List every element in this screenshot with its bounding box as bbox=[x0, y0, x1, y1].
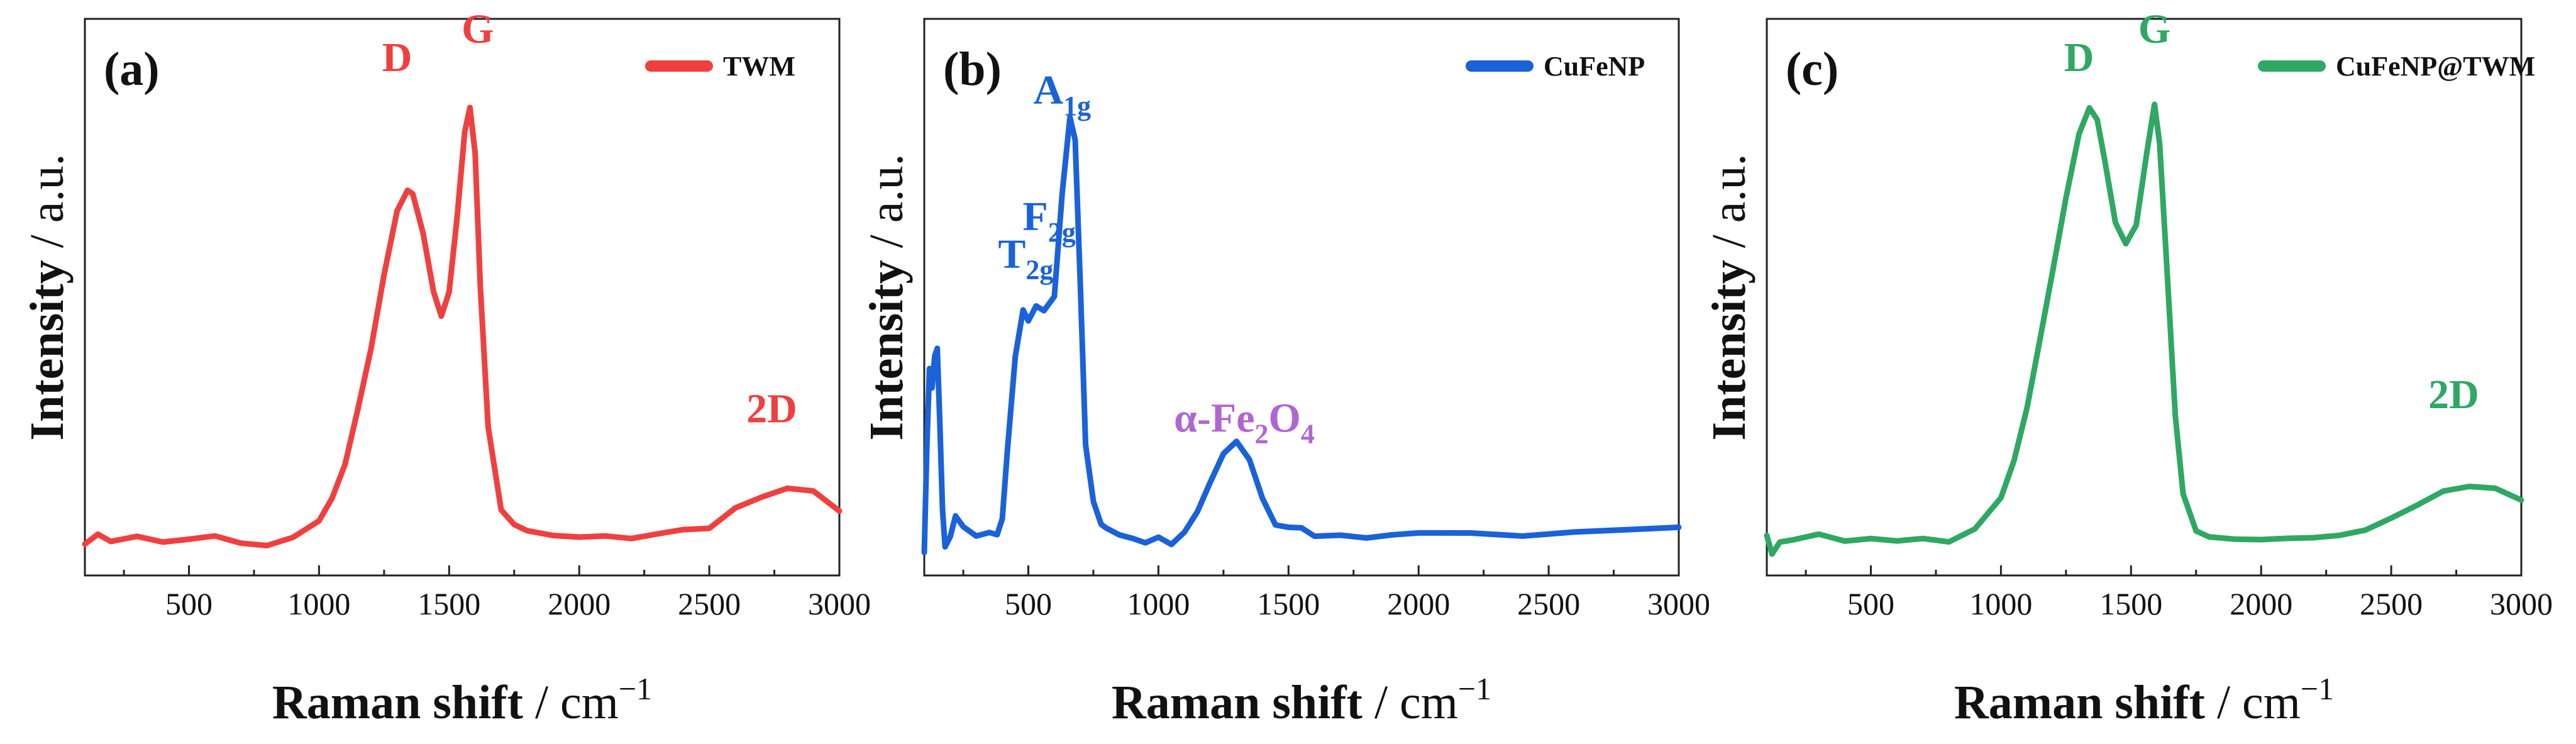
plot-frame bbox=[923, 18, 1680, 577]
y-axis-title: Intensity / a.u. bbox=[1703, 153, 1755, 440]
panel-label: (c) bbox=[1786, 43, 1838, 96]
y-axis-title: Intensity / a.u. bbox=[21, 153, 74, 440]
peak-annotation: D bbox=[2064, 35, 2094, 81]
panel-label: (b) bbox=[943, 43, 1002, 96]
x-axis-title: Raman shift / cm−1 bbox=[272, 671, 652, 729]
x-tick-label: 2000 bbox=[1387, 586, 1450, 621]
y-axis-title: Intensity / a.u. bbox=[860, 153, 913, 440]
series-line bbox=[921, 114, 1682, 555]
x-tick-label: 500 bbox=[1847, 586, 1894, 621]
x-axis-title: Raman shift / cm−1 bbox=[1954, 671, 2334, 729]
plot-frame bbox=[1766, 18, 2523, 577]
panel-c: 500 1000 1500 2000 2500 3000 Raman shift / cm−… bbox=[1703, 6, 2553, 729]
x-tick-label: 2000 bbox=[2230, 586, 2292, 621]
x-tick-label: 3000 bbox=[1647, 586, 1710, 621]
x-tick-label: 2500 bbox=[1517, 586, 1580, 621]
peak-annotation: 2D bbox=[2428, 372, 2479, 418]
x-tick-label: 1000 bbox=[287, 586, 350, 621]
panel-label: (a) bbox=[104, 43, 160, 96]
x-axis-title: Raman shift / cm−1 bbox=[1112, 671, 1491, 729]
peak-annotation: 2D bbox=[746, 386, 797, 432]
x-tick-label: 2500 bbox=[2360, 586, 2423, 621]
x-tick-label: 1500 bbox=[417, 586, 480, 621]
peak-annotation: G bbox=[2138, 6, 2170, 52]
x-tick-label: 1500 bbox=[1257, 586, 1320, 621]
peak-annotation: F2g bbox=[1022, 194, 1075, 248]
panel-a: 500 1000 1500 2000 2500 3000 Raman shift / cm−… bbox=[21, 6, 871, 729]
legend-label: CuFeNP@TWM bbox=[2336, 51, 2535, 82]
x-tick-label: 500 bbox=[1005, 586, 1052, 621]
peak-annotation: A1g bbox=[1033, 67, 1091, 121]
x-tick-label: 3000 bbox=[808, 586, 871, 621]
x-tick-label: 2500 bbox=[678, 586, 741, 621]
peak-annotation: D bbox=[382, 35, 412, 81]
peak-annotation: α-Fe2O4 bbox=[1174, 395, 1315, 449]
x-tick-label: 1000 bbox=[1127, 586, 1190, 621]
panel-b: 500 1000 1500 2000 2500 3000 Raman shift / cm−… bbox=[860, 18, 1710, 729]
x-tick-label: 2000 bbox=[548, 586, 611, 621]
x-tick-label: 1000 bbox=[1969, 586, 2032, 621]
legend-label: CuFeNP bbox=[1544, 51, 1645, 82]
series-line bbox=[1764, 101, 2524, 557]
series-line bbox=[82, 104, 843, 548]
peak-annotation: G bbox=[462, 6, 494, 52]
x-tick-label: 3000 bbox=[2490, 586, 2553, 621]
x-tick-label: 500 bbox=[165, 586, 213, 621]
x-tick-label: 1500 bbox=[2099, 586, 2162, 621]
legend-label: TWM bbox=[723, 51, 795, 82]
plot-frame bbox=[84, 18, 841, 577]
peak-annotation: T2g bbox=[998, 231, 1053, 286]
